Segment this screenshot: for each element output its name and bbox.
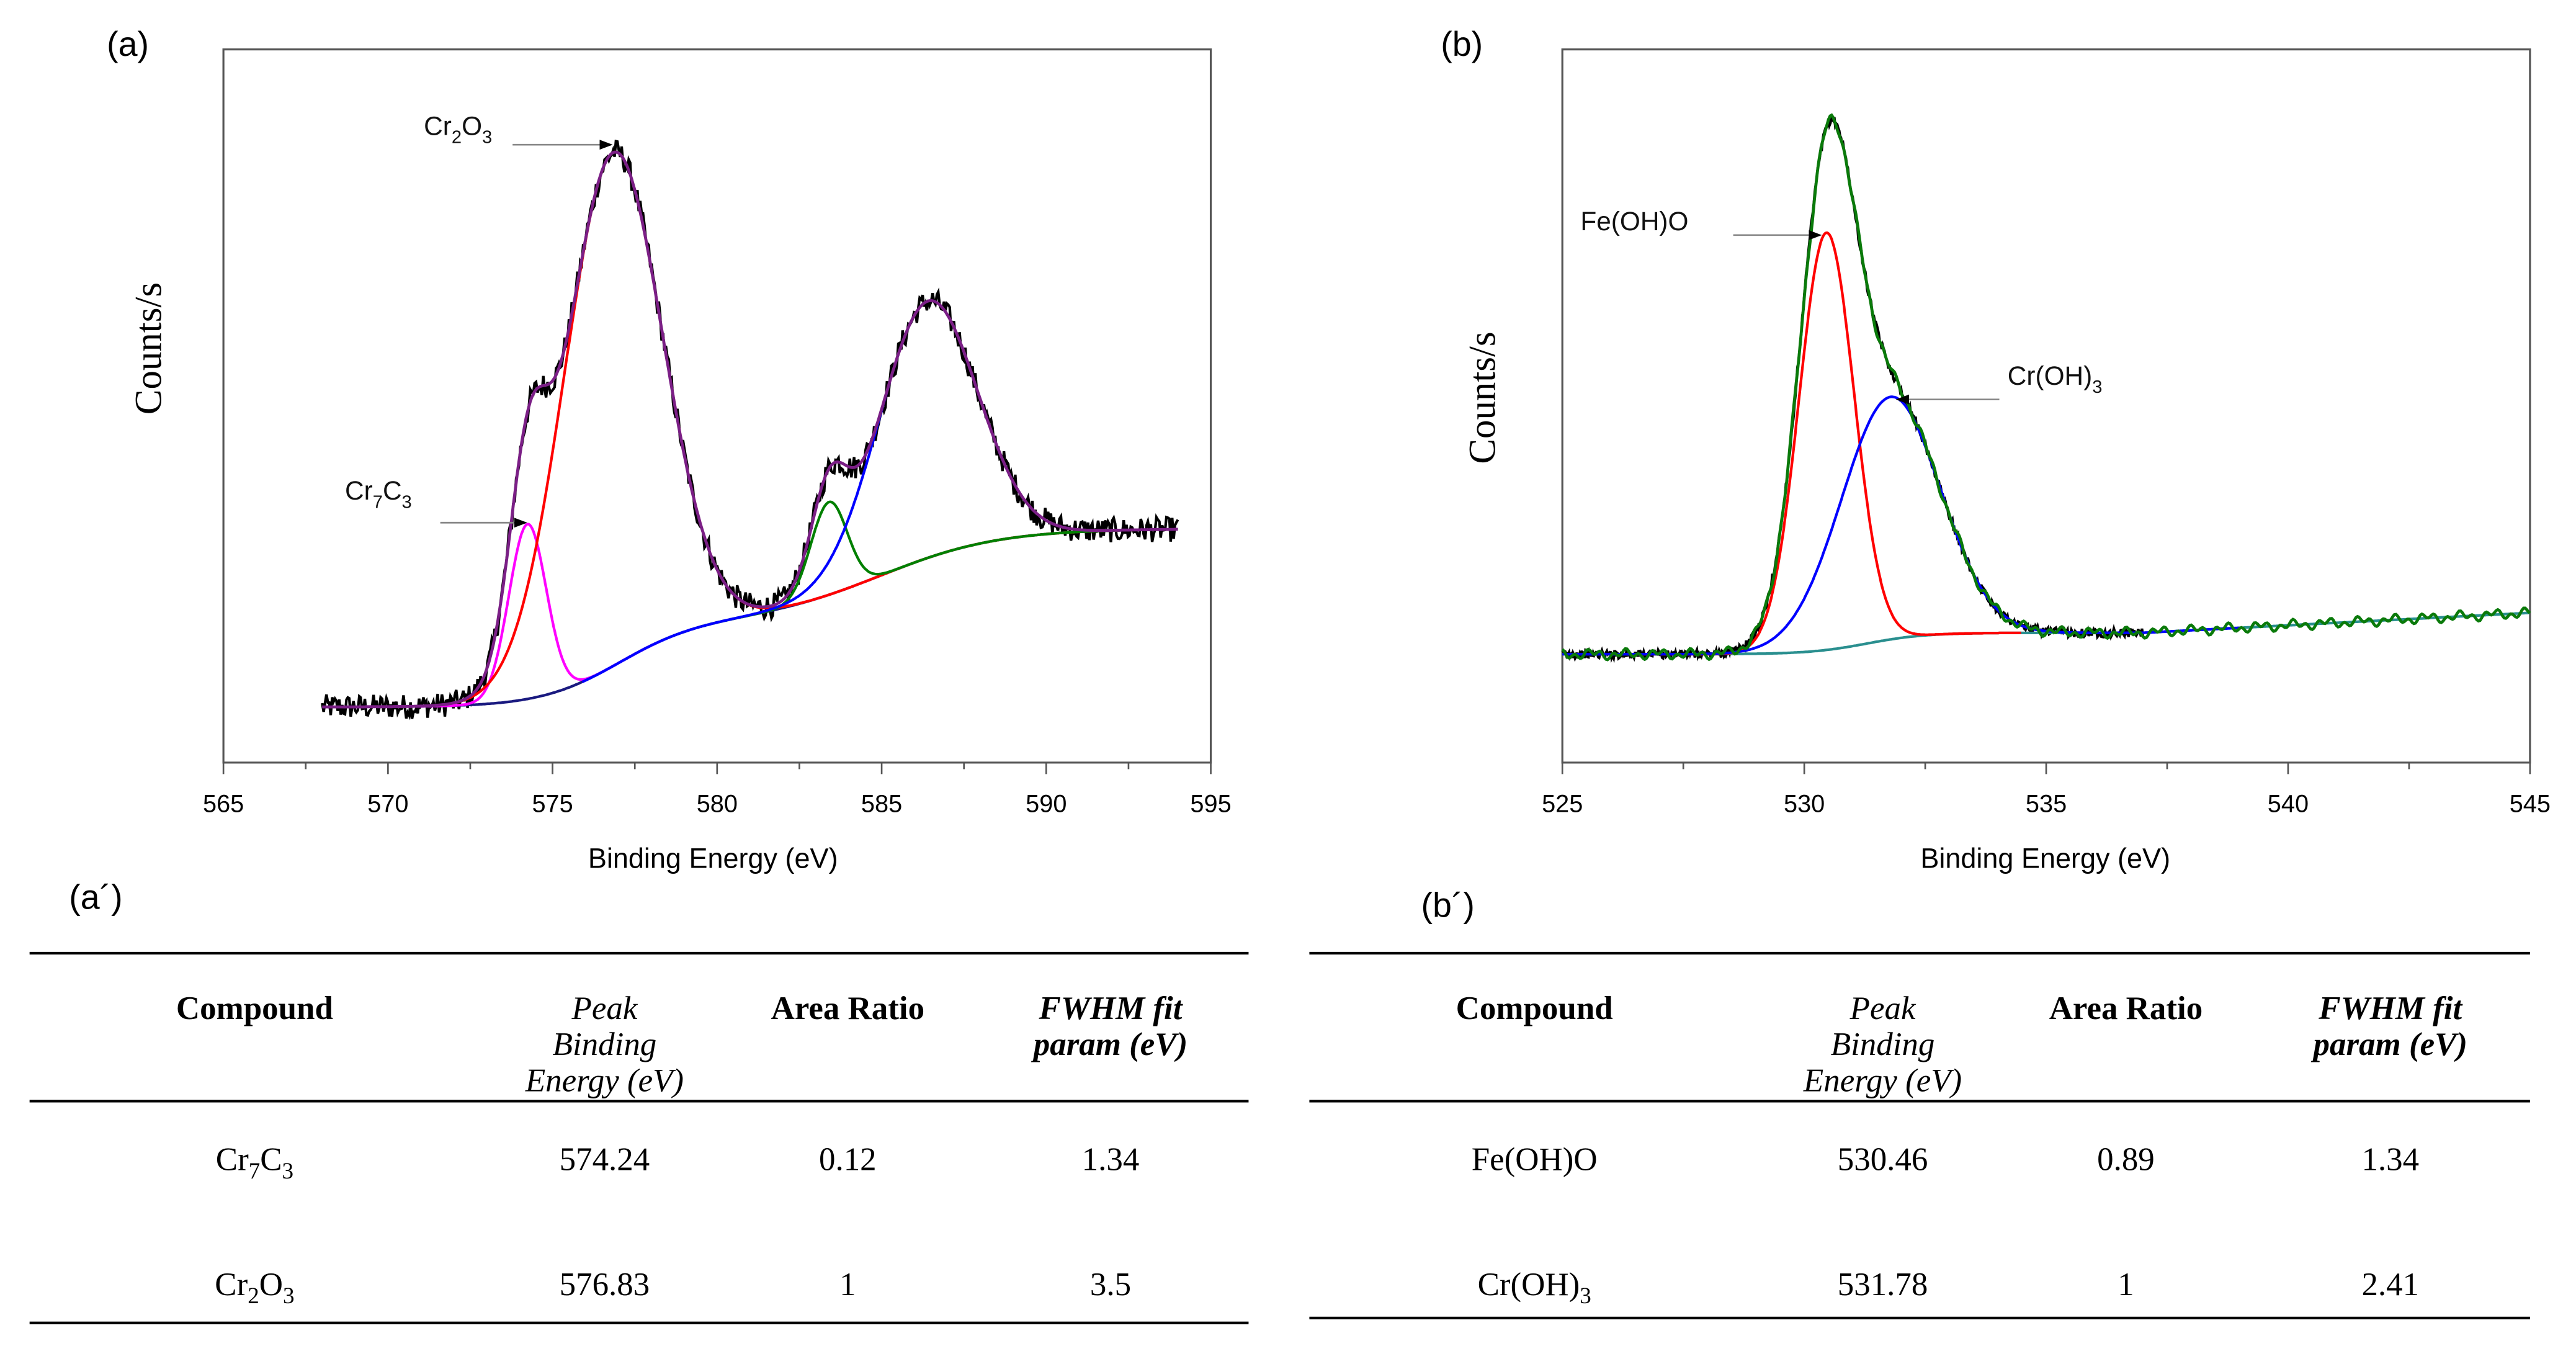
header-compound: Compound [1456, 990, 1613, 1026]
annotation-croh3: Cr(OH)3 [1895, 361, 2103, 405]
svg-text:Cr(OH)3: Cr(OH)3 [2008, 361, 2103, 397]
series-envelope [1561, 113, 2531, 662]
svg-text:Cr7C3: Cr7C3 [345, 476, 412, 512]
series-component-cr7c3 [395, 523, 661, 708]
svg-text:Fe(OH)O: Fe(OH)O [1580, 207, 1688, 236]
cell-area: 0.12 [819, 1142, 877, 1178]
x-tick-label: 590 [1026, 790, 1067, 817]
svg-text:Binding: Binding [1831, 1026, 1935, 1062]
series-background [322, 527, 1178, 709]
table-label-b: (b´) [1421, 886, 1474, 925]
svg-text:FWHM fit: FWHM fit [2318, 990, 2463, 1026]
curves-b [1561, 113, 2531, 663]
cell-compound: Fe(OH)O [1472, 1142, 1598, 1178]
header-fwhm: FWHM fit param (eV) [2311, 990, 2467, 1062]
svg-text:Binding: Binding [553, 1026, 657, 1062]
svg-text:Energy (eV): Energy (eV) [1803, 1062, 1962, 1098]
svg-text:Energy (eV): Energy (eV) [525, 1062, 684, 1098]
header-fwhm: FWHM fit param (eV) [1031, 990, 1187, 1062]
table-row: Fe(OH)O 530.46 0.89 1.34 [1472, 1142, 2419, 1178]
svg-text:param (eV): param (eV) [2311, 1026, 2467, 1062]
cell-compound: Cr2O3 [215, 1267, 294, 1309]
y-axis-title-a: Counts/s [128, 282, 170, 415]
header-peak: Peak Binding Energy (eV) [1803, 990, 1962, 1099]
series-component-cr-oh-3 [1562, 395, 2240, 656]
x-ticks-b: 525 530 535 540 545 [1542, 762, 2551, 817]
x-tick-label: 535 [2026, 790, 2067, 817]
header-area-ratio: Area Ratio [2049, 990, 2203, 1026]
plot-frame-a [222, 48, 1212, 764]
cell-peak: 531.78 [1838, 1267, 1928, 1303]
svg-text:FWHM fit: FWHM fit [1039, 990, 1184, 1026]
header-area-ratio: Area Ratio [771, 990, 924, 1026]
annotation-feoho: Fe(OH)O [1580, 207, 1822, 240]
table-row: Cr7C3 574.24 0.12 1.34 [216, 1142, 1140, 1184]
header-peak: Peak Binding Energy (eV) [525, 990, 684, 1099]
cell-compound: Cr(OH)3 [1478, 1267, 1591, 1309]
table-a: (a´) Compound Peak Binding Energy (eV) A… [29, 878, 1249, 1324]
table-b: (b´) Compound Peak Binding Energy (eV) A… [1309, 886, 2530, 1319]
cell-fwhm: 1.34 [1082, 1142, 1140, 1178]
series-component-cr2o3 [454, 150, 1145, 704]
series-component-fe-oh-o [1632, 231, 2021, 656]
curves-a [321, 140, 1179, 720]
table-row: Cr(OH)3 531.78 1 2.41 [1478, 1267, 2420, 1309]
svg-text:Peak: Peak [571, 990, 638, 1026]
chart-b: (b) 525 530 535 540 545 Binding Energy (eV) … [1441, 25, 2551, 874]
series-envelope [322, 150, 1178, 709]
cell-fwhm: 2.41 [2361, 1267, 2419, 1303]
annotation-cr7c3: Cr7C3 [345, 476, 527, 528]
cell-area: 1 [839, 1267, 856, 1303]
chart-a: (a) 565 570 575 580 585 590 595 Binding Energy… [107, 25, 1232, 874]
svg-text:Cr2O3: Cr2O3 [424, 111, 492, 147]
x-axis-title-a: Binding Energy (eV) [588, 842, 838, 874]
x-tick-label: 565 [203, 790, 244, 817]
x-ticks-a: 565 570 575 580 585 590 595 [203, 762, 1232, 817]
cell-fwhm: 1.34 [2361, 1142, 2419, 1178]
header-compound: Compound [176, 990, 333, 1026]
cell-peak: 574.24 [560, 1142, 650, 1178]
annotation-cr2o3: Cr2O3 [424, 111, 613, 150]
x-tick-label: 575 [532, 790, 573, 817]
panel-label-b: (b) [1441, 25, 1483, 63]
table-label-a: (a´) [69, 878, 122, 917]
cell-peak: 576.83 [560, 1267, 650, 1303]
panel-label-a: (a) [107, 25, 149, 63]
x-tick-label: 540 [2268, 790, 2309, 817]
cell-area: 0.89 [2097, 1142, 2155, 1178]
series-measured [321, 140, 1179, 720]
svg-text:param (eV): param (eV) [1031, 1026, 1187, 1062]
x-axis-title-b: Binding Energy (eV) [1920, 842, 2170, 874]
table-row: Cr2O3 576.83 1 3.5 [215, 1267, 1131, 1309]
x-tick-label: 580 [697, 790, 738, 817]
cell-area: 1 [2118, 1267, 2134, 1303]
y-axis-title-b: Counts/s [1462, 331, 1504, 464]
cell-compound: Cr7C3 [216, 1142, 293, 1184]
x-tick-label: 585 [861, 790, 902, 817]
cell-peak: 530.46 [1838, 1142, 1928, 1178]
x-tick-label: 530 [1784, 790, 1825, 817]
svg-text:Peak: Peak [1849, 990, 1916, 1026]
x-tick-label: 545 [2510, 790, 2551, 817]
x-tick-label: 525 [1542, 790, 1583, 817]
x-tick-label: 570 [367, 790, 408, 817]
x-tick-label: 595 [1190, 790, 1231, 817]
cell-fwhm: 3.5 [1090, 1267, 1131, 1303]
